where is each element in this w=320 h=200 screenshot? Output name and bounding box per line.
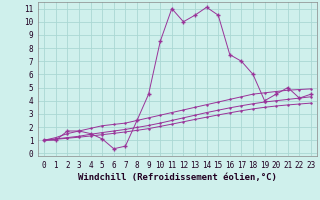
X-axis label: Windchill (Refroidissement éolien,°C): Windchill (Refroidissement éolien,°C) xyxy=(78,173,277,182)
